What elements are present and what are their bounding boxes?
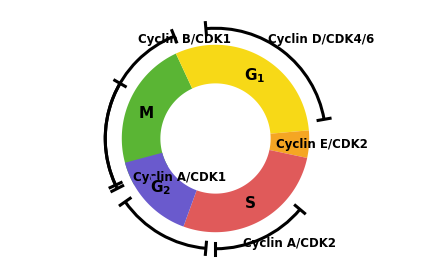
Polygon shape xyxy=(269,130,308,158)
Text: $\mathbf{G_1}$: $\mathbf{G_1}$ xyxy=(243,67,264,85)
Text: M: M xyxy=(138,106,154,121)
Text: Cyclin E/CDK2: Cyclin E/CDK2 xyxy=(276,137,367,150)
Text: S: S xyxy=(244,196,255,211)
Polygon shape xyxy=(122,53,192,185)
Text: $\mathbf{G_2}$: $\mathbf{G_2}$ xyxy=(150,178,171,197)
Polygon shape xyxy=(135,115,147,132)
Text: Cyclin A/CDK2: Cyclin A/CDK2 xyxy=(243,237,335,250)
Text: Cyclin B/CDK1: Cyclin B/CDK1 xyxy=(138,33,230,46)
Text: Cyclin A/CDK1: Cyclin A/CDK1 xyxy=(132,171,225,184)
Polygon shape xyxy=(175,45,308,134)
Text: Cyclin D/CDK4/6: Cyclin D/CDK4/6 xyxy=(267,33,373,46)
Polygon shape xyxy=(125,153,196,227)
Polygon shape xyxy=(149,174,161,188)
Polygon shape xyxy=(183,150,307,232)
